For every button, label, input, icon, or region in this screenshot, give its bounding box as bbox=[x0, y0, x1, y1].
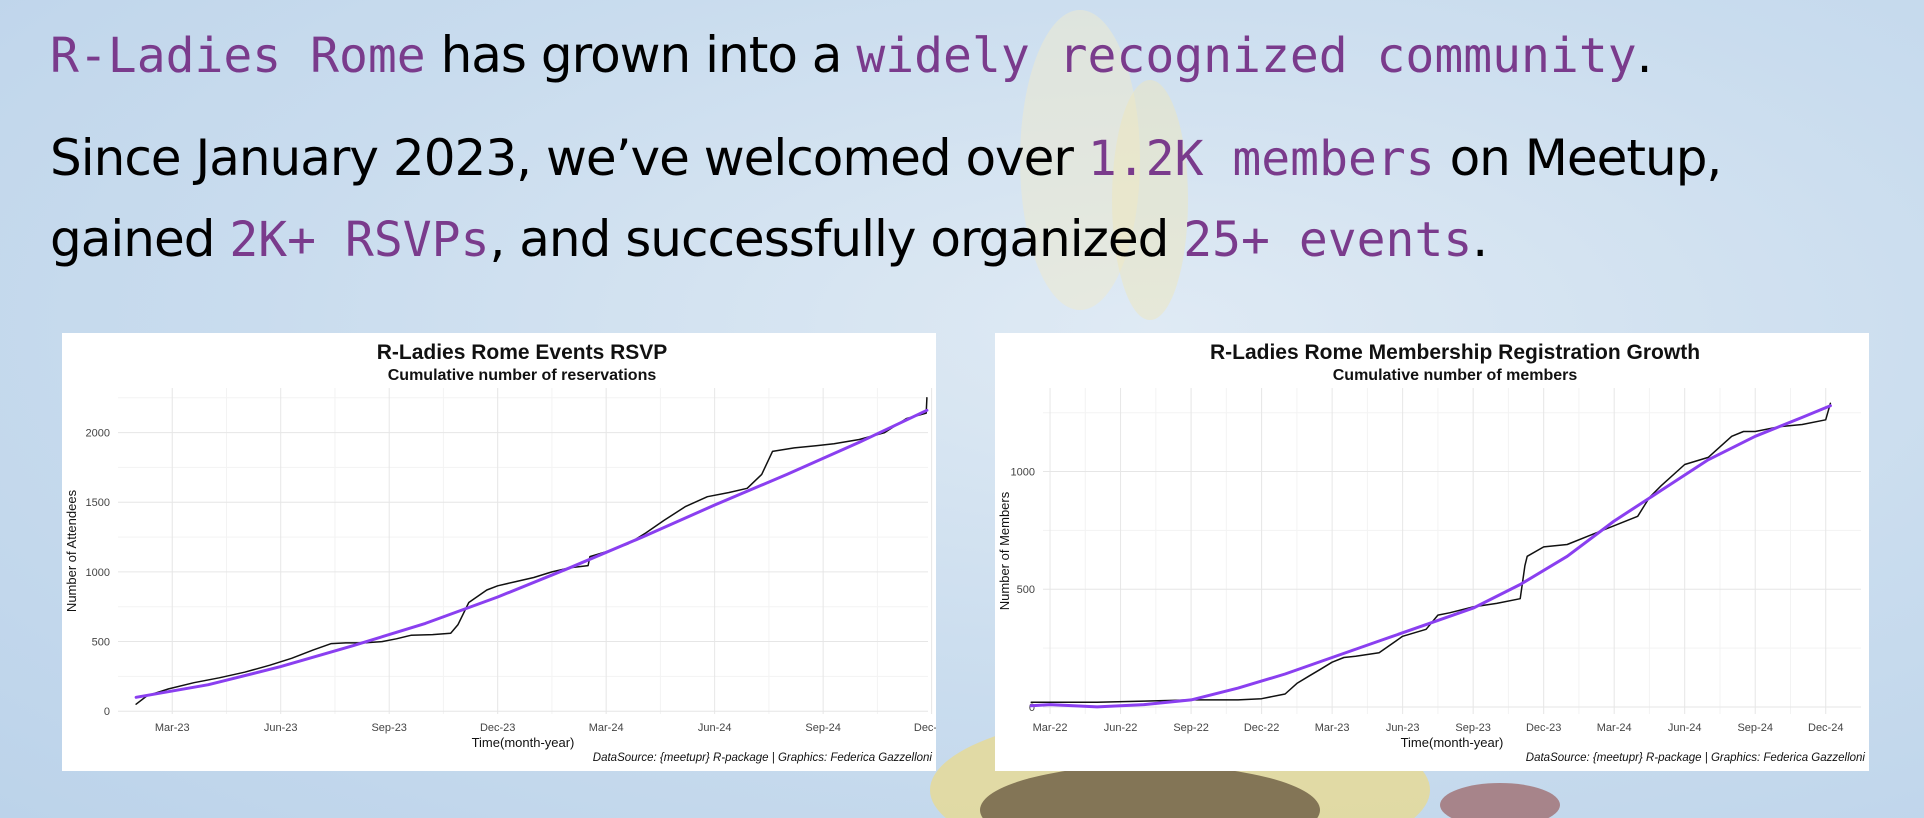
headline-line-1: R-Ladies Rome has grown into a widely re… bbox=[50, 30, 1653, 80]
highlight-members: 1.2K members bbox=[1087, 131, 1435, 187]
cumulative-series-line bbox=[135, 397, 928, 705]
x-tick-label: Jun-23 bbox=[1386, 722, 1420, 734]
cumulative-series-line bbox=[1030, 402, 1832, 703]
headline-text: has grown into a bbox=[440, 26, 843, 84]
highlight-rsvps: 2K+ RSVPs bbox=[229, 212, 490, 268]
headline-text: . bbox=[1472, 210, 1488, 268]
x-tick-label: Sep-23 bbox=[1455, 722, 1490, 734]
headline-text: Since January 2023, we’ve welcomed over bbox=[50, 129, 1074, 187]
chart-subtitle: Cumulative number of reservations bbox=[388, 367, 657, 384]
x-tick-label: Dec-23 bbox=[480, 722, 515, 734]
x-tick-label: Dec-24 bbox=[1808, 722, 1843, 734]
x-tick-label: Sep-23 bbox=[371, 722, 406, 734]
y-tick-label: 500 bbox=[92, 637, 110, 649]
rsvp-chart-panel: 0 500 1000 1500 2000 Mar-23 Jun-23 Sep-23 Dec-23… bbox=[62, 333, 936, 771]
y-axis-label: Number of Members bbox=[997, 491, 1012, 610]
chart-caption: DataSource: {meetupr} R-package | Graphi… bbox=[1526, 752, 1866, 764]
chart-title: R-Ladies Rome Membership Registration Gr… bbox=[1210, 341, 1700, 364]
membership-chart: 0 500 1000 Mar-22 Jun-22 Sep-22 Dec-22 Mar-23 Ju… bbox=[997, 341, 1866, 764]
y-tick-label: 0 bbox=[104, 706, 110, 718]
headline-text: on Meetup, bbox=[1449, 129, 1723, 187]
y-tick-label: 2000 bbox=[86, 428, 110, 440]
y-axis-label: Number of Attendees bbox=[64, 489, 79, 612]
headline-text: , and successfully organized bbox=[489, 210, 1169, 268]
trend-line bbox=[134, 408, 929, 699]
y-tick-label: 500 bbox=[1017, 584, 1035, 596]
x-tick-label: Jun-23 bbox=[264, 722, 298, 734]
chart-caption: DataSource: {meetupr} R-package | Graphi… bbox=[593, 752, 933, 764]
x-tick-label: Sep-24 bbox=[805, 722, 840, 734]
headline-text: gained bbox=[50, 210, 215, 268]
headline-line-3: gained 2K+ RSVPs, and successfully organ… bbox=[50, 214, 1488, 264]
x-tick-label: Dec-24 bbox=[914, 722, 936, 734]
x-tick-label: Mar-22 bbox=[1033, 722, 1068, 734]
membership-chart-panel: 0 500 1000 Mar-22 Jun-22 Sep-22 Dec-22 Mar-23 Ju… bbox=[995, 333, 1869, 771]
x-axis-label: Time(month-year) bbox=[1401, 735, 1504, 750]
highlight-widely-recognized: widely recognized community bbox=[856, 28, 1637, 84]
x-tick-label: Jun-22 bbox=[1104, 722, 1138, 734]
highlight-events: 25+ events bbox=[1183, 212, 1473, 268]
y-tick-label: 0 bbox=[1029, 702, 1035, 714]
x-tick-label: Jun-24 bbox=[1668, 722, 1702, 734]
chart-title: R-Ladies Rome Events RSVP bbox=[377, 341, 668, 364]
x-tick-label: Sep-22 bbox=[1173, 722, 1208, 734]
headline-text: . bbox=[1636, 26, 1653, 84]
x-tick-label: Sep-24 bbox=[1737, 722, 1772, 734]
y-tick-label: 1000 bbox=[86, 567, 110, 579]
x-tick-label: Mar-23 bbox=[1315, 722, 1350, 734]
y-tick-label: 1000 bbox=[1011, 467, 1035, 479]
x-tick-label: Mar-24 bbox=[589, 722, 624, 734]
trend-line bbox=[1029, 404, 1832, 709]
y-tick-label: 1500 bbox=[86, 497, 110, 509]
x-axis-label: Time(month-year) bbox=[472, 735, 575, 750]
x-tick-label: Dec-22 bbox=[1244, 722, 1279, 734]
x-tick-label: Jun-24 bbox=[698, 722, 732, 734]
headline-line-2: Since January 2023, we’ve welcomed over … bbox=[50, 133, 1722, 183]
x-tick-label: Dec-23 bbox=[1526, 722, 1561, 734]
x-tick-label: Mar-23 bbox=[155, 722, 190, 734]
rsvp-chart: 0 500 1000 1500 2000 Mar-23 Jun-23 Sep-23 Dec-23… bbox=[64, 341, 936, 764]
highlight-rladies-rome: R-Ladies Rome bbox=[50, 28, 426, 84]
x-tick-label: Mar-24 bbox=[1597, 722, 1632, 734]
chart-subtitle: Cumulative number of members bbox=[1333, 367, 1578, 384]
